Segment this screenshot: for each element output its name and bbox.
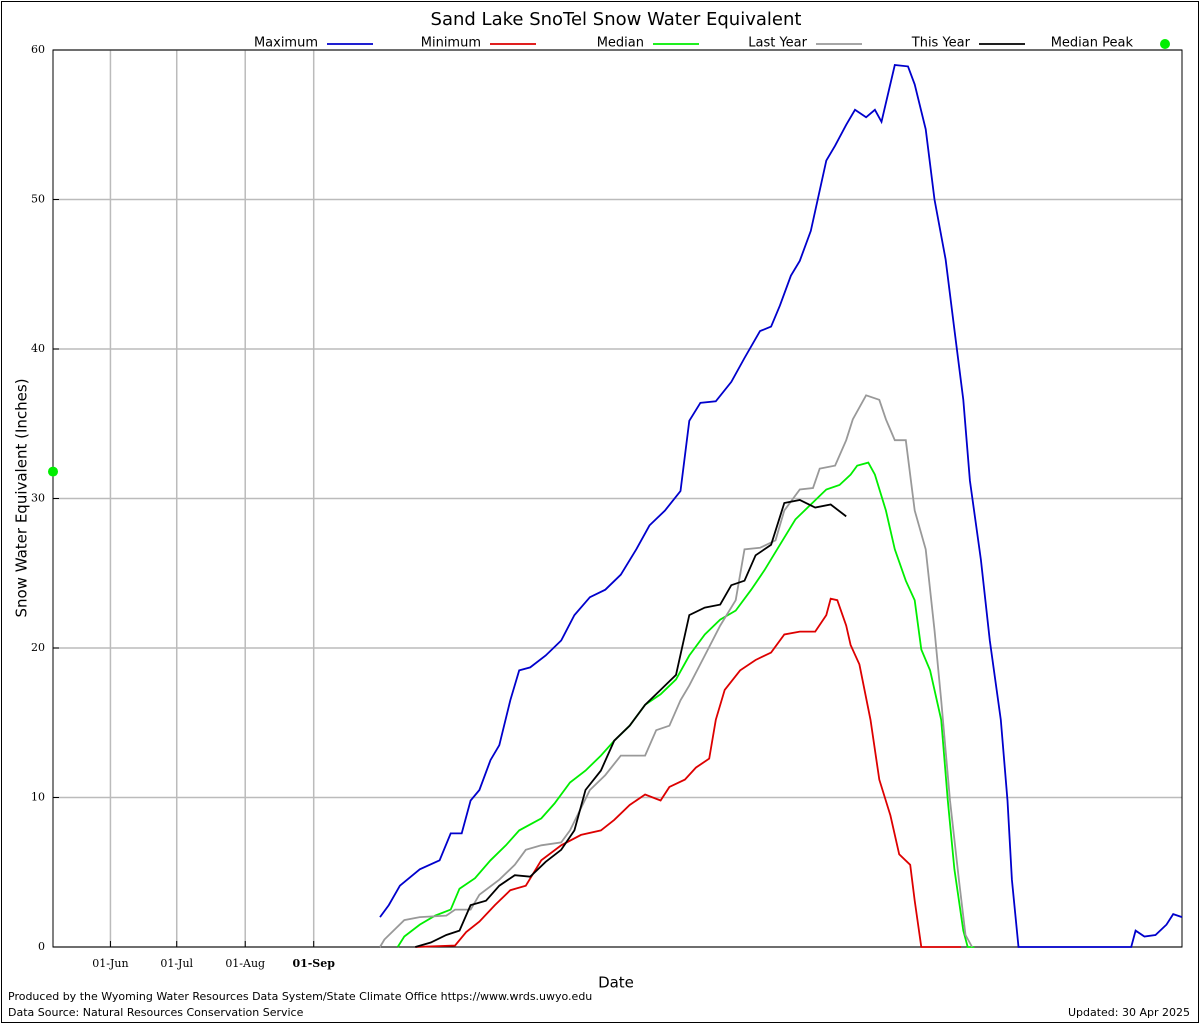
y-tick-label: 40 <box>31 342 45 355</box>
y-tick-label: 10 <box>31 791 45 804</box>
y-axis-label: Snow Water Equivalent (Inches) <box>13 378 31 617</box>
median-peak <box>48 466 58 477</box>
y-tick-label: 0 <box>38 940 45 953</box>
x-tick-label: 01-Jul <box>160 957 193 970</box>
footer-text: Updated: 30 Apr 2025 <box>1068 1006 1190 1019</box>
series-line <box>415 499 847 948</box>
x-tick-label: 01-Jun <box>92 957 128 970</box>
series-line <box>379 64 1183 948</box>
x-tick-label: 01-Sep <box>292 957 335 970</box>
legend-label: Minimum <box>421 36 481 51</box>
legend-marker <box>1160 39 1170 49</box>
legend-label: This Year <box>911 36 971 51</box>
footer-text: Data Source: Natural Resources Conservat… <box>8 1006 304 1019</box>
series-line <box>396 461 975 948</box>
chart-title: Sand Lake SnoTel Snow Water Equivalent <box>431 9 802 30</box>
legend-label: Median Peak <box>1051 36 1134 51</box>
series-line <box>379 394 973 948</box>
x-axis-label: Date <box>598 974 634 992</box>
y-tick-label: 50 <box>31 193 45 206</box>
footer-text: Produced by the Wyoming Water Resources … <box>8 990 592 1003</box>
legend-label: Maximum <box>254 36 318 51</box>
y-tick-label: 30 <box>31 492 45 505</box>
series-line <box>415 597 962 948</box>
x-tick-label: 01-Aug <box>225 957 265 970</box>
legend-label: Median <box>597 36 644 51</box>
y-tick-label: 20 <box>31 641 45 654</box>
plot-area <box>52 49 1183 948</box>
legend-label: Last Year <box>748 36 807 51</box>
y-tick-label: 60 <box>31 43 45 56</box>
